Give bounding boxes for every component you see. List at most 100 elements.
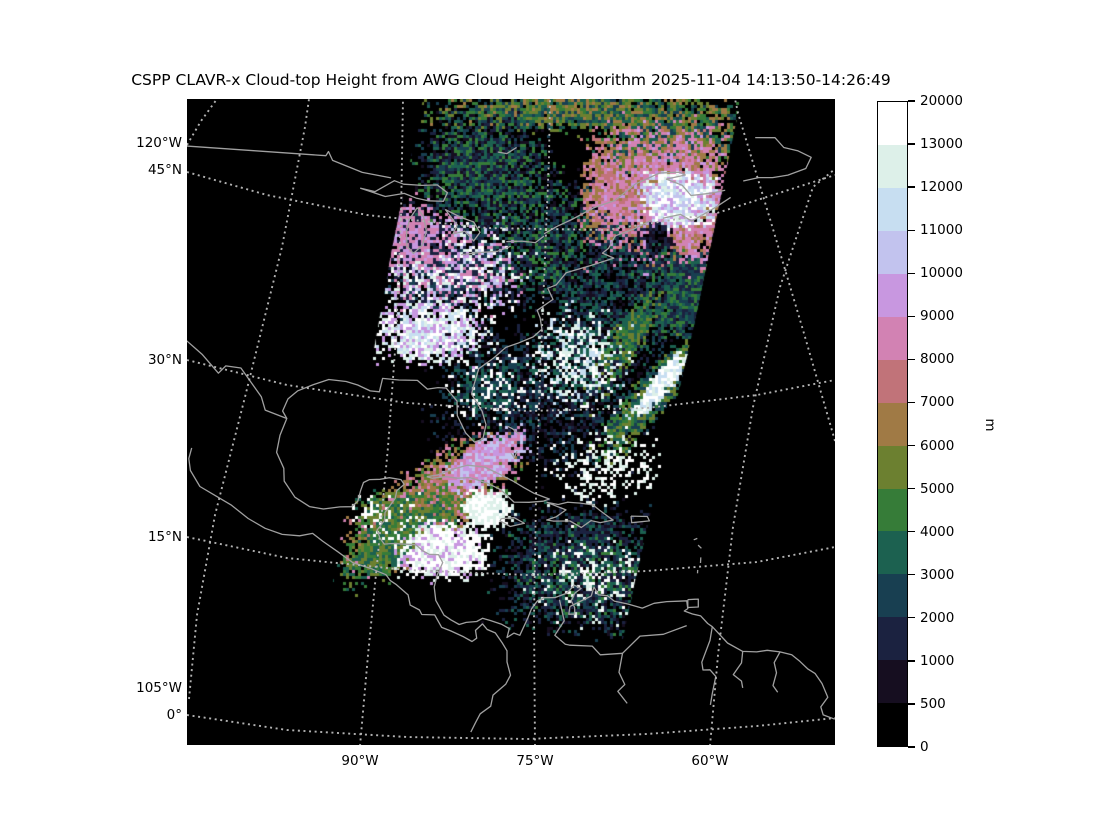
colorbar-tick-mark <box>908 315 915 318</box>
colorbar-segment <box>878 487 907 532</box>
graticule-meridian-120w <box>187 99 218 146</box>
coastline-lake-ontario <box>506 235 545 244</box>
colorbar-tick-label: 20000 <box>920 93 963 109</box>
colorbar-tick-label: 2000 <box>920 609 955 626</box>
coastline-jamaica <box>499 517 526 528</box>
graticule-meridian-75w <box>533 99 551 745</box>
colorbar-tick-label: 8000 <box>920 351 955 368</box>
coastline-lesser-antilles-3 <box>697 544 702 549</box>
colorbar-tick-mark <box>908 229 915 231</box>
figure-title: CSPP CLAVR-x Cloud-top Height from AWG C… <box>131 71 891 89</box>
coastline-lake-superior <box>359 180 449 202</box>
coastline-us-canada-border <box>187 145 392 179</box>
colorbar-segment <box>878 573 907 618</box>
coastline-lake-erie <box>461 245 511 256</box>
coastline-lesser-antilles-4 <box>693 537 698 541</box>
colorbar-segment <box>878 316 907 360</box>
colorbar-tick-label: 1000 <box>920 652 955 669</box>
colorbar-segment <box>878 402 907 446</box>
colorbar-segment <box>878 101 907 146</box>
bottom-tick-label: 75°W <box>516 753 554 769</box>
graticule-meridian-45w <box>734 99 835 442</box>
colorbar-tick-mark <box>908 530 915 533</box>
coastline-trinidad <box>687 598 699 609</box>
coastlines-layer <box>187 136 835 733</box>
colorbar-tick-label: 6000 <box>920 437 955 454</box>
left-tick-label: 120°W <box>136 135 182 151</box>
colorbar-tick-label: 5000 <box>920 480 955 497</box>
graticule-meridian-105w <box>188 99 310 700</box>
colorbar-segment <box>878 702 907 746</box>
bottom-tick-label: 90°W <box>341 753 379 769</box>
colorbar-tick-mark <box>908 143 915 145</box>
graticule-parallel-30n <box>187 359 835 412</box>
coastline-mexico-pacific-central-america <box>188 447 512 733</box>
colorbar-tick-mark <box>908 574 915 576</box>
left-tick-label: 105°W <box>136 680 182 696</box>
left-tick-label: 45°N <box>147 162 182 178</box>
coastline-bahamas-1 <box>507 425 520 435</box>
graticule-meridian-60w <box>709 168 835 745</box>
coastline-colombia-venezuela-border <box>554 599 623 656</box>
coastline-hispaniola <box>546 501 614 529</box>
colorbar-tick-label: 12000 <box>920 179 963 196</box>
colorbar-tick-mark <box>908 186 915 188</box>
graticule-meridian-90w <box>359 99 404 745</box>
colorbar-tick-label: 3000 <box>920 566 955 583</box>
colorbar-tick-mark <box>908 660 915 662</box>
colorbar-segment <box>878 530 907 575</box>
coastline-lake-michigan <box>405 207 428 255</box>
colorbar-segment <box>878 445 907 489</box>
colorbar-segment <box>878 230 907 275</box>
graticule-parallel-15n <box>187 536 835 576</box>
colorbar-segment <box>878 359 907 403</box>
coastline-suriname-guiana-border <box>772 651 781 693</box>
graticule-parallel-45n <box>187 171 835 231</box>
coastline-st-lawrence-gulf <box>543 171 726 235</box>
coastline-us-mexico-border <box>187 340 288 420</box>
graticule-layer <box>187 99 835 745</box>
graticule-parallel-0 <box>187 714 835 740</box>
cloud-height-raster <box>187 99 835 745</box>
colorbar-segment <box>878 616 907 661</box>
colorbar-segment <box>878 187 907 232</box>
coastline-puerto-rico <box>630 515 651 524</box>
coastline-newfoundland <box>743 136 812 182</box>
colorbar-tick-mark <box>908 487 915 490</box>
coastline-cuba <box>426 464 550 503</box>
bottom-tick-label: 60°W <box>691 753 729 769</box>
coastline-lake-huron <box>444 208 481 242</box>
left-tick-label: 15°N <box>147 529 182 545</box>
colorbar-tick-label: 0 <box>920 739 929 755</box>
colorbar-tick-label: 9000 <box>920 308 955 325</box>
colorbar-tick-mark <box>908 444 915 447</box>
left-tick-label: 0° <box>166 707 182 723</box>
colorbar <box>877 101 908 747</box>
colorbar-tick-mark <box>908 272 915 274</box>
colorbar-tick-mark <box>908 617 915 619</box>
coastline-mainland-east-gulf-caribbean-south-america <box>275 219 835 720</box>
colorbar-tick-label: 500 <box>920 695 946 712</box>
coastline-venezuela-guyana-border <box>701 626 717 706</box>
coastline-james-bay <box>497 146 517 155</box>
map-area <box>187 99 835 745</box>
colorbar-segment <box>878 659 907 704</box>
map-overlay <box>187 99 835 745</box>
coastline-nova-scotia <box>662 196 731 222</box>
coastline-bahamas-2 <box>510 450 518 459</box>
colorbar-tick-mark <box>908 358 915 361</box>
colorbar-tick-label: 7000 <box>920 394 955 411</box>
colorbar-tick-label: 11000 <box>920 222 963 239</box>
coastline-orinoco-river <box>617 624 687 704</box>
colorbar-segment <box>878 144 907 189</box>
left-tick-label: 30°N <box>147 352 182 368</box>
colorbar-tick-mark <box>908 100 915 102</box>
colorbar-tick-mark <box>908 401 915 404</box>
colorbar-tick-label: 13000 <box>920 136 963 153</box>
colorbar-segment <box>878 273 907 317</box>
colorbar-tick-label: 4000 <box>920 523 955 540</box>
colorbar-unit-label: m <box>982 418 998 432</box>
colorbar-tick-label: 10000 <box>920 265 963 282</box>
coastline-guyana-suriname-border <box>732 651 744 689</box>
